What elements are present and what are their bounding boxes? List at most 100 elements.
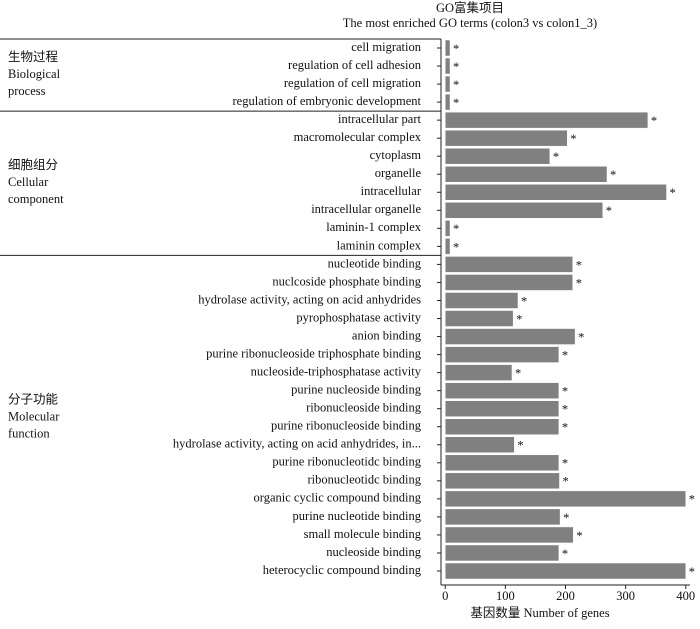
bar (444, 256, 573, 273)
bar (444, 526, 574, 544)
group-label: function (8, 427, 50, 441)
significance-mark: * (517, 439, 523, 453)
significance-mark: * (521, 294, 527, 308)
significance-mark: * (562, 547, 568, 561)
bar (444, 346, 560, 363)
significance-mark: * (453, 96, 459, 110)
bar (444, 238, 451, 255)
group-label: Molecular (8, 410, 60, 424)
significance-mark: * (670, 186, 676, 200)
y-tick-label: hydrolase activity, acting on acid anhyd… (173, 437, 421, 451)
y-tick-label: purine ribonucleoside binding (271, 419, 422, 433)
significance-mark: * (606, 204, 612, 218)
y-tick-label: anion binding (352, 328, 422, 342)
significance-mark: * (689, 493, 695, 507)
x-tick-label: 0 (442, 589, 448, 603)
x-tick-label: 100 (496, 589, 515, 603)
significance-mark: * (453, 78, 459, 92)
bar (444, 382, 560, 399)
group-label: 生物过程 (8, 49, 59, 64)
significance-mark: * (453, 42, 459, 56)
bar (444, 562, 687, 580)
y-tick-label: intracellular part (338, 112, 421, 126)
y-tick-label: nucleotide binding (328, 256, 422, 270)
significance-mark: * (576, 276, 582, 290)
bar (444, 328, 576, 345)
bar (444, 544, 560, 562)
chart-subtitle: The most enriched GO terms (colon3 vs co… (343, 16, 597, 30)
y-tick-label: intracellular organelle (311, 202, 421, 216)
y-tick-label: hydrolase activity, acting on acid anhyd… (198, 292, 421, 306)
bar (444, 75, 451, 93)
significance-mark: * (562, 421, 568, 435)
significance-mark: * (562, 348, 568, 362)
significance-mark: * (553, 150, 559, 164)
y-tick-label: small molecule binding (304, 527, 422, 541)
x-axis-label: 基因数量 Number of genes (470, 605, 609, 620)
significance-mark: * (570, 132, 576, 146)
bar (444, 364, 513, 381)
bar (444, 472, 560, 490)
bar (444, 418, 560, 435)
group-label: Biological (8, 67, 61, 81)
significance-mark: * (578, 330, 584, 344)
bar (444, 436, 515, 454)
bar (444, 165, 608, 183)
y-tick-label: pyrophosphatase activity (296, 310, 421, 324)
y-tick-label: nuclcoside phosphate binding (272, 274, 421, 288)
y-tick-label: laminin-1 complex (326, 220, 422, 234)
y-tick-label: purine nucleotide binding (293, 509, 422, 523)
bar (444, 508, 561, 526)
bar (444, 147, 551, 165)
group-label: 分子功能 (8, 393, 59, 407)
bar (444, 129, 568, 147)
y-tick-label: regulation of embryonic development (233, 94, 422, 108)
significance-mark: * (453, 60, 459, 74)
x-tick-label: 400 (676, 589, 695, 603)
y-tick-label: regulation of cell migration (284, 76, 422, 90)
y-tick-label: organelle (375, 166, 422, 180)
significance-mark: * (562, 475, 568, 489)
significance-mark: * (651, 114, 657, 128)
significance-mark: * (562, 385, 568, 399)
bar (444, 57, 451, 75)
y-tick-label: macromolecular complex (294, 130, 422, 144)
bar (444, 274, 573, 291)
y-tick-label: organic cyclic compound binding (254, 491, 422, 505)
y-tick-label: nucleoside binding (326, 545, 422, 559)
y-tick-label: cell migration (351, 40, 422, 54)
group-label: process (8, 84, 46, 98)
significance-mark: * (689, 565, 695, 579)
significance-mark: * (563, 511, 569, 525)
y-tick-label: ribonucleoside binding (306, 401, 422, 415)
y-tick-label: intracellular (361, 184, 422, 198)
y-tick-label: laminin complex (337, 238, 422, 252)
bar (444, 202, 604, 219)
significance-mark: * (562, 457, 568, 471)
significance-mark: * (576, 529, 582, 543)
x-tick-label: 200 (556, 589, 575, 603)
significance-mark: * (576, 258, 582, 272)
bar (444, 400, 560, 417)
y-tick-label: heterocyclic compound binding (263, 563, 422, 577)
y-tick-label: nucleoside-triphosphatase activity (251, 364, 422, 378)
chart-title: GO富集项目 (436, 0, 504, 15)
y-tick-label: purine ribonucleotidc binding (272, 455, 421, 469)
y-tick-label: purine nucleoside binding (291, 383, 422, 397)
bar (444, 184, 667, 201)
bar (444, 490, 687, 508)
significance-mark: * (562, 403, 568, 417)
y-tick-label: cytoplasm (370, 148, 422, 162)
significance-mark: * (515, 366, 521, 380)
bar (444, 454, 560, 472)
bar (444, 220, 451, 237)
bar (444, 93, 451, 111)
significance-mark: * (453, 240, 459, 254)
y-tick-label: ribonucleotidc binding (307, 473, 421, 487)
y-tick-label: regulation of cell adhesion (288, 58, 422, 72)
group-label: 细胞组分 (8, 158, 58, 172)
significance-mark: * (610, 168, 616, 182)
bar (444, 39, 451, 57)
group-label: component (8, 192, 64, 206)
